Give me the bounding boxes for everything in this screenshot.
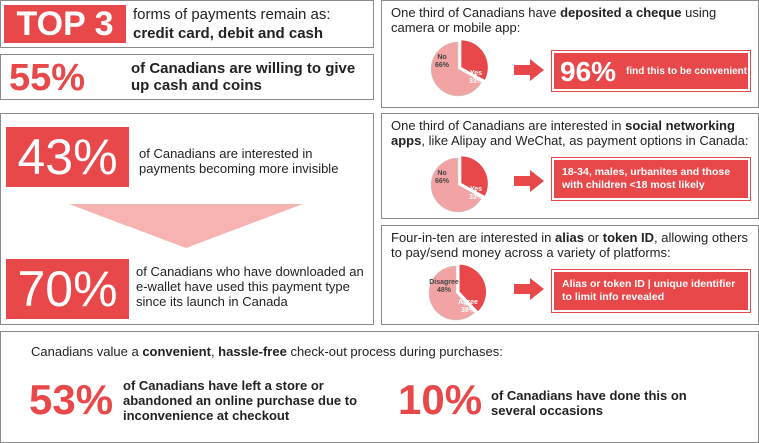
invisible43-pct: 43% [6,127,129,187]
cheque-panel: One third of Canadians have deposited a … [381,0,759,108]
alias-pie: Disagree 48% Agree 38% [428,263,488,321]
cash55-pct: 55% [9,57,86,99]
cheque-pie-yes-label: Yes [470,70,482,77]
checkout-intro-bold1: convenient [142,344,211,359]
alias-text-mid: or [583,230,603,245]
social-pie-yes-slice [459,154,490,198]
checkout-text2: of Canadians have done this on several o… [491,388,687,418]
social-text-post: , like Alipay and WeChat, as payment opt… [421,133,749,148]
alias-result-text: Alias or token ID | unique identifier to… [562,278,736,303]
down-arrow-icon [69,204,303,248]
social-result-text: 18-34, males, urbanites and those with c… [562,166,731,191]
cheque-result-pct: 96% [560,56,617,87]
cheque-text: One third of Canadians have deposited a … [391,5,751,35]
social-result-box: 18-34, males, urbanites and those with c… [551,157,751,201]
alias-panel: Four-in-ten are interested in alias or t… [381,225,759,325]
checkout-intro: Canadians value a convenient, hassle-fre… [31,344,731,359]
alias-pie-agree-slice [458,263,488,314]
alias-text-bold2: token ID [602,230,655,245]
cheque-pie-no-slice [430,41,482,97]
social-text: One third of Canadians are interested in… [391,118,753,148]
alias-arrow-icon [514,278,544,300]
social-pie: No 66% Yes 33% [430,154,490,213]
alias-text-post: , allowing others to pay/send money acro… [391,230,748,260]
checkout-text1: of Canadians have left a store or abando… [123,378,358,423]
checkout-pct2: 10% [398,376,483,423]
top3-items: credit card, debit and cash [133,25,324,42]
alias-text: Four-in-ten are interested in alias or t… [391,230,753,260]
social-text-bold: social networking apps [391,118,735,148]
cheque-pie-yes-slice [459,38,490,82]
social-pie-yes-label: Yes [470,186,482,193]
social-pie-no-pct: 66% [435,178,450,185]
alias-text-bold1: alias [555,230,584,245]
cash55-text: of Canadians are willing to give up cash… [131,60,356,94]
alias-text-pre: Four-in-ten are interested in [391,230,556,245]
cheque-pie: No 66% Yes 33% [430,38,490,97]
checkout-intro-pre: Canadians value a [31,344,143,359]
top3-badge: TOP 3 [4,5,126,43]
checkout-pct1: 53% [29,376,114,423]
cheque-result-box: 96% find this to be convenient [551,50,751,92]
checkout-intro-bold2: hassle-free [218,344,287,359]
checkout-intro-mid: , [210,344,219,359]
cheque-text-bold: deposited a cheque [560,5,682,20]
checkout-intro-post: check-out process during purchases: [286,344,503,359]
cheque-pie-no-pct: 66% [435,62,450,69]
alias-pie-disagree-label: Disagree [429,279,459,286]
alias-pie-agree-label: Agree [458,299,478,306]
social-arrow-icon [514,170,544,192]
cheque-pie-no-label: No [437,54,446,61]
alias-result-box: Alias or token ID | unique identifier to… [551,269,751,313]
cheque-text-pre: One third of Canadians have [391,5,561,20]
top3-intro: forms of payments remain as: [133,6,331,23]
invisible43-text: of Canadians are interested in payments … [139,146,339,176]
cash55-panel: 55% of Canadians are willing to give up … [0,54,374,100]
top3-panel: TOP 3 forms of payments remain as: credi… [0,0,374,48]
checkout-panel: Canadians value a convenient, hassle-fre… [0,331,759,443]
cheque-arrow-icon [514,59,544,81]
social-pie-no-slice [430,157,482,213]
cheque-result-text: find this to be convenient [626,66,748,77]
alias-pie-agree-pct: 38% [461,307,476,314]
social-pie-yes-pct: 33% [469,194,484,201]
wallet70-pct: 70% [6,259,129,319]
cheque-text-post: using camera or mobile app: [391,5,717,35]
social-text-pre: One third of Canadians are interested in [391,118,626,133]
social-panel: One third of Canadians are interested in… [381,113,759,219]
wallet70-text: of Canadians who have downloaded an e-wa… [136,264,364,309]
invisible-wallet-panel: 43% of Canadians are interested in payme… [0,113,374,325]
cheque-pie-yes-pct: 33% [469,78,484,85]
social-pie-no-label: No [437,170,446,177]
alias-pie-disagree-pct: 48% [437,287,452,294]
alias-pie-disagree-slice [428,265,475,321]
